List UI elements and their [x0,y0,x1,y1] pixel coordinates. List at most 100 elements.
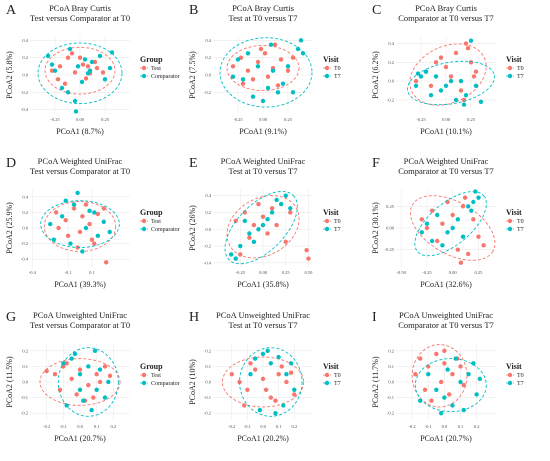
data-point [473,189,478,194]
x-tick-label: 0.1 [276,424,282,429]
legend-title: Group [140,55,163,64]
data-point [461,102,467,107]
data-point [80,214,85,219]
y-tick-label: 0.4 [205,38,211,43]
data-point [240,77,246,82]
legend-title: Group [140,362,163,371]
data-point [435,238,440,244]
data-point [230,74,236,79]
y-tick-label: -0.2 [21,411,28,416]
data-point [89,59,95,65]
data-point [471,199,476,205]
data-point [455,217,461,222]
data-point [262,51,268,56]
chart-title: PCoA Weighted UniFrac [221,156,306,166]
data-point [97,379,103,385]
data-point [107,65,113,71]
data-point [447,392,452,397]
legend: Visit T0 T7 [323,362,341,387]
data-point [422,387,428,392]
chart-title: PCoA Bray Curtis [415,3,477,13]
data-point [453,50,459,56]
data-point [65,233,71,238]
data-point [290,55,296,60]
series-t0 [226,42,300,92]
data-point [473,83,479,89]
data-point [62,81,68,86]
x-tick-label: -0.25 [233,117,243,122]
x-tick-label: 0.2 [111,424,117,429]
y-tick-label: -0.1 [387,395,394,400]
data-point [265,85,271,91]
data-point [445,367,450,372]
series-t0 [409,41,487,106]
x-tick-label: -0.2 [43,424,50,429]
legend-entry: T7 [334,227,341,233]
confidence-ellipse [407,60,495,106]
data-point [415,71,421,76]
data-point [265,348,270,353]
data-point [95,211,101,217]
data-point [101,206,107,211]
data-point [71,206,77,211]
data-point [275,83,281,88]
series-comparator [57,347,119,417]
data-point [424,221,430,226]
data-point [463,93,469,98]
data-point [460,234,466,239]
data-point [107,373,113,378]
y-tick-label: 0.0 [22,380,28,385]
data-point [418,74,424,79]
data-point [260,214,266,219]
data-point [75,64,81,69]
data-point [300,51,306,56]
data-point [45,53,51,59]
data-point [255,64,261,69]
data-point [85,71,91,76]
y-tick-label: 0.00 [386,226,395,231]
chart-subtitle: Test at T0 versus T7 [229,320,298,330]
chart-title: PCoA Unweighted UniFrac [216,310,310,320]
data-point [275,90,281,95]
data-point [242,218,248,224]
legend-entry: T7 [517,227,524,233]
x-tick-label: 0.50 [305,270,314,275]
y-tick-label: -0.4 [21,107,29,112]
data-point [92,348,98,353]
y-tick-label: -0.25 [385,247,395,252]
data-point [419,217,424,222]
y-tick-label: 0.1 [388,364,394,369]
chart-subtitle: Comparator at T0 versus T7 [398,166,494,176]
data-point [52,68,58,73]
data-point [450,403,455,408]
data-point [413,372,418,377]
data-point [250,94,256,99]
data-point [284,379,289,385]
data-point [288,370,294,375]
data-point [276,354,281,360]
data-point [476,195,481,200]
data-point [48,221,53,227]
data-point [94,372,99,377]
data-point [461,382,466,388]
data-point [288,210,293,215]
x-tick-label: 0.00 [76,117,85,122]
data-point [52,372,58,377]
legend-entry: T0 [334,66,341,72]
data-point [100,70,106,75]
data-point [468,38,474,43]
data-point [273,398,278,403]
data-point [86,382,91,388]
panel-letter: E [189,156,198,171]
y-tick-label: -0.2 [204,90,211,95]
data-point [64,361,69,366]
x-tick-label: -0.1 [244,424,251,429]
data-point [250,77,256,82]
data-point [73,109,79,114]
data-point [426,372,431,377]
data-point [85,64,91,69]
panel-letter: F [372,156,380,171]
data-point [458,379,463,385]
y-tick-label: 0.0 [205,227,211,232]
